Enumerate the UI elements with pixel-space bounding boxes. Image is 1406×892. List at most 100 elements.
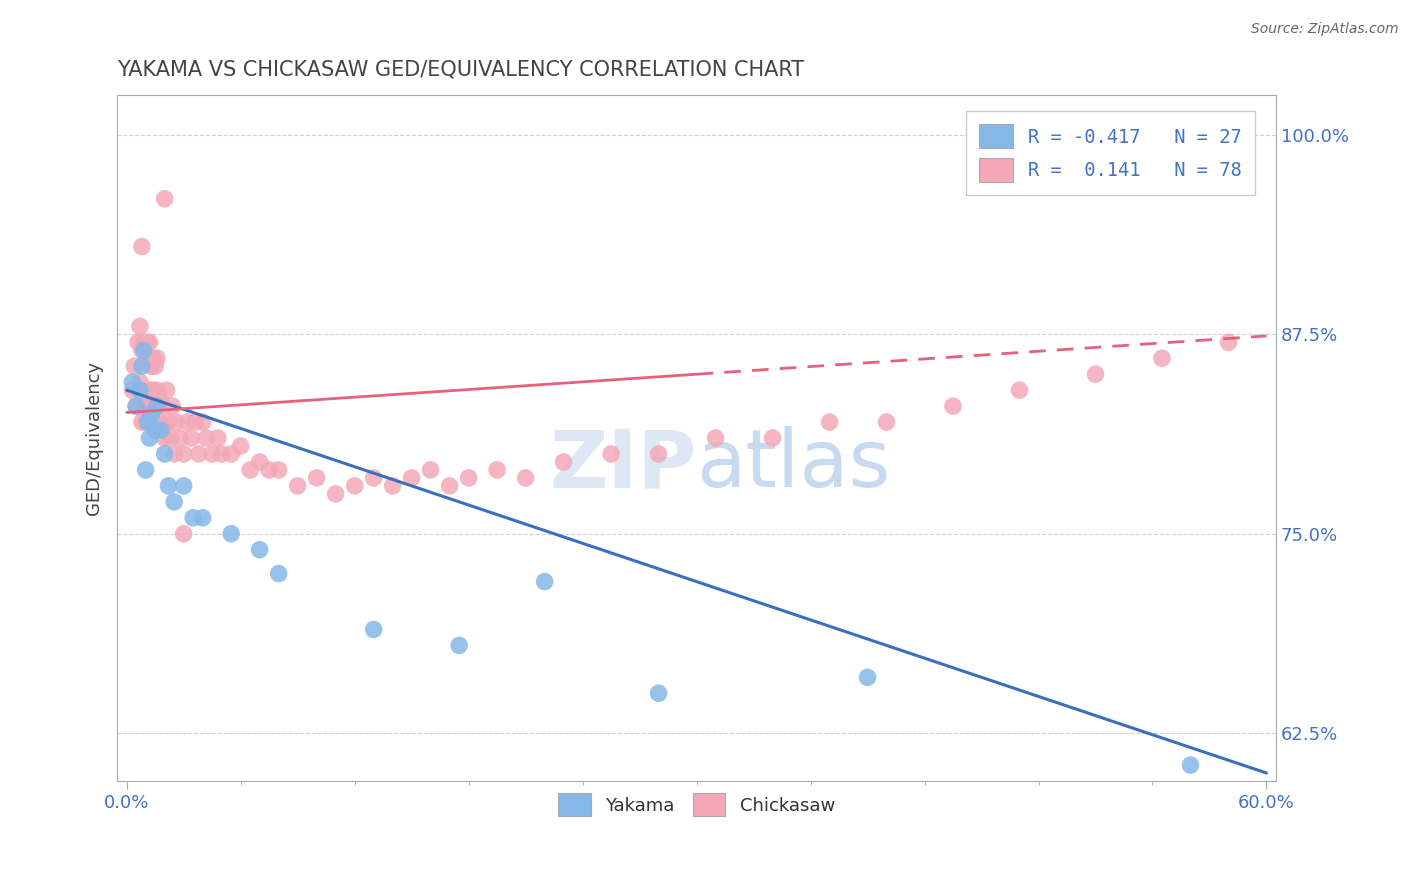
Point xyxy=(1218,335,1240,350)
Point xyxy=(125,399,148,413)
Text: Source: ZipAtlas.com: Source: ZipAtlas.com xyxy=(1251,22,1399,37)
Point xyxy=(219,526,242,541)
Text: YAKAMA VS CHICKASAW GED/EQUIVALENCY CORRELATION CHART: YAKAMA VS CHICKASAW GED/EQUIVALENCY CORR… xyxy=(117,60,804,79)
Point xyxy=(143,359,166,374)
Point xyxy=(191,510,214,524)
Point xyxy=(761,431,783,445)
Point xyxy=(287,479,309,493)
Point xyxy=(146,351,169,366)
Point xyxy=(142,351,165,366)
Point xyxy=(201,447,224,461)
Point xyxy=(125,399,148,413)
Point xyxy=(153,431,176,445)
Point xyxy=(1008,383,1031,397)
Point xyxy=(152,399,174,413)
Point xyxy=(149,423,172,437)
Point xyxy=(381,479,404,493)
Point xyxy=(155,383,177,397)
Point xyxy=(124,359,146,374)
Point xyxy=(942,399,965,413)
Point xyxy=(363,471,385,485)
Point xyxy=(157,415,180,429)
Text: atlas: atlas xyxy=(696,426,891,505)
Point xyxy=(141,407,163,421)
Point xyxy=(135,351,157,366)
Point xyxy=(457,471,479,485)
Point xyxy=(135,463,157,477)
Point xyxy=(131,239,153,253)
Point xyxy=(162,399,184,413)
Point xyxy=(305,471,328,485)
Point xyxy=(127,335,149,350)
Point xyxy=(325,487,347,501)
Point xyxy=(148,391,170,405)
Point xyxy=(163,447,186,461)
Point xyxy=(515,471,537,485)
Point xyxy=(184,415,207,429)
Point xyxy=(257,463,280,477)
Point xyxy=(143,423,166,437)
Point xyxy=(647,686,669,700)
Point xyxy=(157,479,180,493)
Point xyxy=(704,431,727,445)
Point xyxy=(219,447,242,461)
Point xyxy=(343,479,366,493)
Point xyxy=(173,479,195,493)
Point xyxy=(143,415,166,429)
Y-axis label: GED/Equivalency: GED/Equivalency xyxy=(86,361,103,515)
Point xyxy=(131,343,153,358)
Point xyxy=(187,447,209,461)
Point xyxy=(419,463,441,477)
Point xyxy=(138,431,160,445)
Point xyxy=(486,463,509,477)
Point xyxy=(142,383,165,397)
Point xyxy=(876,415,898,429)
Point xyxy=(131,415,153,429)
Point xyxy=(267,566,290,581)
Point xyxy=(138,335,160,350)
Point xyxy=(439,479,461,493)
Point xyxy=(647,447,669,461)
Point xyxy=(132,343,155,358)
Point xyxy=(138,383,160,397)
Point xyxy=(1084,368,1107,382)
Point xyxy=(818,415,841,429)
Point xyxy=(211,447,233,461)
Point xyxy=(1150,351,1173,366)
Point xyxy=(856,670,879,684)
Point xyxy=(149,415,172,429)
Point xyxy=(146,383,169,397)
Text: ZIP: ZIP xyxy=(550,426,696,505)
Point xyxy=(363,623,385,637)
Point xyxy=(553,455,575,469)
Point xyxy=(533,574,555,589)
Point xyxy=(1180,758,1202,772)
Point xyxy=(131,359,153,374)
Point xyxy=(600,447,623,461)
Point xyxy=(129,383,152,397)
Point xyxy=(229,439,252,453)
Point xyxy=(173,526,195,541)
Point xyxy=(173,447,195,461)
Point xyxy=(449,639,471,653)
Point xyxy=(121,383,143,397)
Point xyxy=(267,463,290,477)
Point xyxy=(129,319,152,334)
Point xyxy=(132,399,155,413)
Point xyxy=(121,375,143,389)
Point xyxy=(136,415,159,429)
Legend: Yakama, Chickasaw: Yakama, Chickasaw xyxy=(551,786,842,823)
Point xyxy=(153,192,176,206)
Point xyxy=(207,431,229,445)
Point xyxy=(163,495,186,509)
Point xyxy=(239,463,262,477)
Point xyxy=(141,359,163,374)
Point xyxy=(180,431,202,445)
Point xyxy=(136,335,159,350)
Point xyxy=(165,415,187,429)
Point xyxy=(136,399,159,413)
Point xyxy=(401,471,423,485)
Point xyxy=(181,510,204,524)
Point xyxy=(176,415,198,429)
Point xyxy=(249,542,271,557)
